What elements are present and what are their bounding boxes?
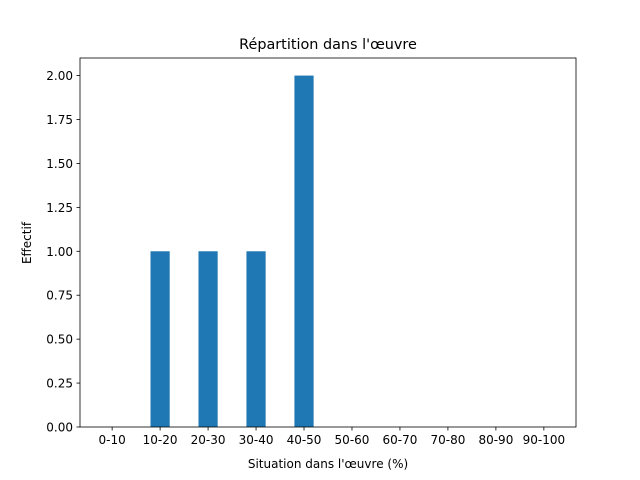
x-tick-label: 80-90 bbox=[478, 433, 513, 447]
x-tick-label: 20-30 bbox=[191, 433, 226, 447]
y-tick-label: 0.25 bbox=[46, 377, 73, 391]
y-tick-label: 2.00 bbox=[46, 69, 73, 83]
y-tick-label: 1.00 bbox=[46, 245, 73, 259]
y-tick-label: 1.75 bbox=[46, 113, 73, 127]
x-tick-label: 10-20 bbox=[143, 433, 178, 447]
y-axis-label: Effectif bbox=[20, 221, 34, 264]
y-tick-label: 0.75 bbox=[46, 289, 73, 303]
x-tick-label: 90-100 bbox=[523, 433, 566, 447]
plot-frame bbox=[79, 57, 577, 428]
x-tick-label: 50-60 bbox=[335, 433, 370, 447]
x-tick-label: 0-10 bbox=[99, 433, 126, 447]
bar-20-30 bbox=[198, 251, 218, 427]
x-tick-label: 60-70 bbox=[383, 433, 418, 447]
chart-title: Répartition dans l'œuvre bbox=[239, 37, 417, 53]
bar-10-20 bbox=[150, 251, 170, 427]
x-axis-label: Situation dans l'œuvre (%) bbox=[248, 457, 408, 471]
y-tick-label: 1.25 bbox=[46, 201, 73, 215]
bar-30-40 bbox=[246, 251, 266, 427]
x-tick-label: 70-80 bbox=[430, 433, 465, 447]
y-tick-label: 0.00 bbox=[46, 421, 73, 435]
y-tick-label: 0.50 bbox=[46, 333, 73, 347]
x-tick-label: 40-50 bbox=[287, 433, 322, 447]
bar-40-50 bbox=[294, 75, 314, 428]
y-tick-label: 1.50 bbox=[46, 157, 73, 171]
x-tick-label: 30-40 bbox=[239, 433, 274, 447]
